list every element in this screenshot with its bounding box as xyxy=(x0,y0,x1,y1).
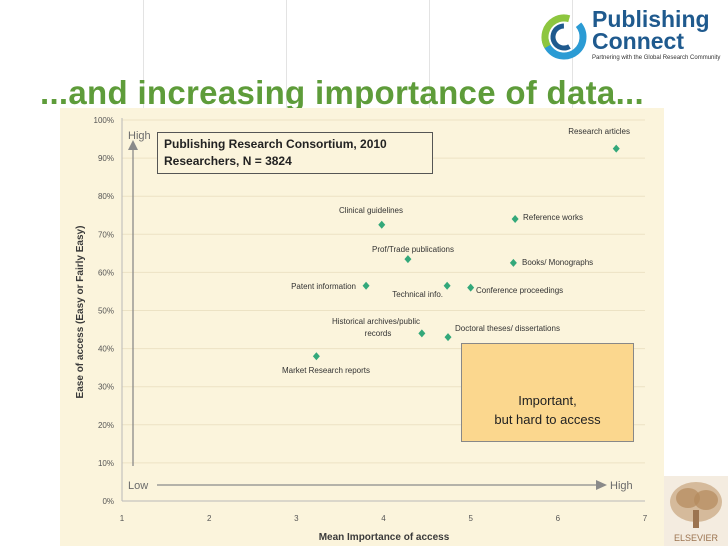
point-label: Clinical guidelines xyxy=(339,206,403,215)
x-tick-label: 1 xyxy=(120,514,125,523)
point-label: Books/ Monographs xyxy=(522,258,593,267)
y-tick-label: 90% xyxy=(98,154,114,163)
publisher-name: ELSEVIER xyxy=(674,533,719,543)
y-tick-label: 40% xyxy=(98,345,114,354)
y-tick-label: 60% xyxy=(98,268,114,277)
logo-word-publishing: Publishing xyxy=(592,6,710,32)
low-label: Low xyxy=(128,480,148,492)
data-point-marker xyxy=(467,283,475,292)
point-label: Prof/Trade publications xyxy=(372,245,454,254)
x-tick-label: 6 xyxy=(556,514,561,523)
source-box: Publishing Research Consortium, 2010 Res… xyxy=(157,132,433,174)
logo-swirl-icon xyxy=(541,14,587,60)
data-point-marker xyxy=(362,281,370,290)
data-point-marker xyxy=(443,281,451,290)
source-line-2: Researchers, N = 3824 xyxy=(164,154,292,168)
y-tick-label: 30% xyxy=(98,383,114,392)
background-gridline xyxy=(429,0,430,128)
y-axis-title: Ease of access (Easy or Fairly Easy) xyxy=(75,226,86,399)
x-axis-title: Mean Importance of access xyxy=(319,532,450,543)
y-tick-label: 20% xyxy=(98,421,114,430)
x-tick-label: 5 xyxy=(468,514,473,523)
background-gridline xyxy=(572,0,573,128)
x-tick-label: 2 xyxy=(207,514,212,523)
point-label: Market Research reports xyxy=(282,366,370,375)
callout-line-1: Important, xyxy=(518,393,577,408)
up-arrow-icon xyxy=(128,140,138,150)
data-point-marker xyxy=(509,258,517,267)
high-label-y: High xyxy=(128,130,151,142)
data-point-marker xyxy=(404,255,412,264)
source-line-1: Publishing Research Consortium, 2010 xyxy=(164,137,387,151)
x-tick-label: 4 xyxy=(381,514,386,523)
data-point-marker xyxy=(378,220,386,229)
data-point-marker xyxy=(418,329,426,338)
elsevier-logo: ELSEVIER xyxy=(664,476,728,546)
logo-word-connect: Connect xyxy=(592,28,684,54)
callout-line-2: but hard to access xyxy=(494,412,601,427)
point-label: Research articles xyxy=(568,127,630,136)
slide-title: ...and increasing importance of data... xyxy=(40,74,644,111)
y-tick-label: 0% xyxy=(102,497,114,506)
point-label: Patent information xyxy=(291,282,356,291)
chart-panel xyxy=(60,108,664,546)
background-gridline xyxy=(286,0,287,128)
high-label-x: High xyxy=(610,480,633,492)
y-tick-label: 10% xyxy=(98,459,114,468)
y-tick-label: 100% xyxy=(94,116,114,125)
point-label: Reference works xyxy=(523,213,583,222)
y-tick-label: 50% xyxy=(98,307,114,316)
elsevier-tree-icon: ELSEVIER xyxy=(664,476,728,546)
publishing-connect-logo: Publishing Connect Partnering with the G… xyxy=(540,6,726,68)
point-label: Doctoral theses/ dissertations xyxy=(455,324,560,333)
logo-tagline: Partnering with the Global Research Comm… xyxy=(592,55,721,61)
x-tick-label: 3 xyxy=(294,514,299,523)
data-point-marker xyxy=(444,333,452,342)
data-point-marker xyxy=(511,215,519,224)
point-label: Conference proceedings xyxy=(476,286,563,295)
point-label: Technical info. xyxy=(392,290,443,299)
y-tick-label: 70% xyxy=(98,230,114,239)
background-gridline xyxy=(143,0,144,128)
point-label: Historical archives/public records xyxy=(332,317,420,338)
data-point-marker xyxy=(312,352,320,361)
y-tick-label: 80% xyxy=(98,192,114,201)
callout-box: Important, but hard to access xyxy=(461,343,634,442)
x-tick-label: 7 xyxy=(643,514,648,523)
data-point-marker xyxy=(612,144,620,153)
right-arrow-icon xyxy=(596,480,607,490)
